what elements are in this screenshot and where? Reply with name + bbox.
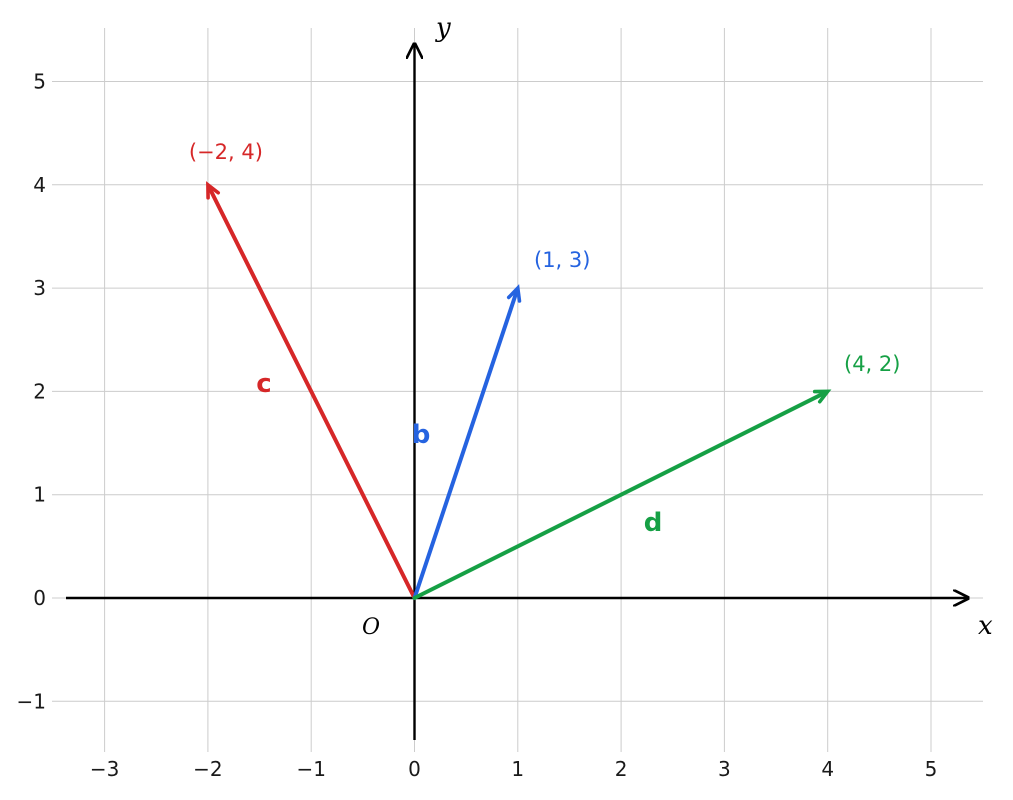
vector-b-name: b [412, 420, 431, 450]
x-tick-label: 5 [925, 757, 938, 781]
x-tick-label: 2 [615, 757, 628, 781]
y-tick-label: 0 [33, 586, 46, 610]
vector-b-arrow [412, 289, 519, 600]
origin-label: O [362, 615, 380, 640]
vector-d-arrowhead [812, 389, 832, 404]
vector-c-arrowhead [206, 181, 220, 200]
vector-b: b (1, 3) [412, 248, 590, 600]
vector-c-arrow [207, 186, 417, 600]
vector-d-arrow [412, 391, 827, 600]
x-tick-label: −3 [90, 757, 119, 781]
x-tick-label: 1 [511, 757, 524, 781]
vector-c-coordinates: (−2, 4) [189, 140, 263, 164]
x-tick-label: 3 [718, 757, 731, 781]
vector-d: d (4, 2) [412, 352, 900, 600]
tick-labels: −3 −2 −1 0 1 2 3 4 5 −1 0 1 2 3 4 5 [17, 70, 938, 782]
vector-b-arrowhead [506, 284, 522, 303]
y-tick-label: 3 [33, 276, 46, 300]
x-tick-label: −2 [193, 757, 222, 781]
axes: x y O [66, 13, 993, 740]
y-tick-label: −1 [17, 689, 46, 713]
x-tick-label: 4 [821, 757, 834, 781]
y-tick-label: 1 [33, 483, 46, 507]
vector-c: c (−2, 4) [189, 140, 417, 600]
x-tick-label: 0 [408, 757, 421, 781]
y-tick-label: 5 [33, 70, 46, 94]
grid-lines [52, 28, 983, 752]
vector-d-coordinates: (4, 2) [844, 352, 900, 376]
vector-b-coordinates: (1, 3) [534, 248, 590, 272]
vector-c-name: c [256, 369, 271, 399]
x-tick-label: −1 [296, 757, 325, 781]
vectors: c (−2, 4) b (1, 3) d (4, 2) [189, 140, 900, 600]
y-axis-label: y [435, 13, 451, 43]
vector-d-name: d [644, 508, 663, 538]
y-tick-label: 2 [33, 379, 46, 403]
y-tick-label: 4 [33, 173, 46, 197]
x-axis-label: x [978, 611, 993, 641]
